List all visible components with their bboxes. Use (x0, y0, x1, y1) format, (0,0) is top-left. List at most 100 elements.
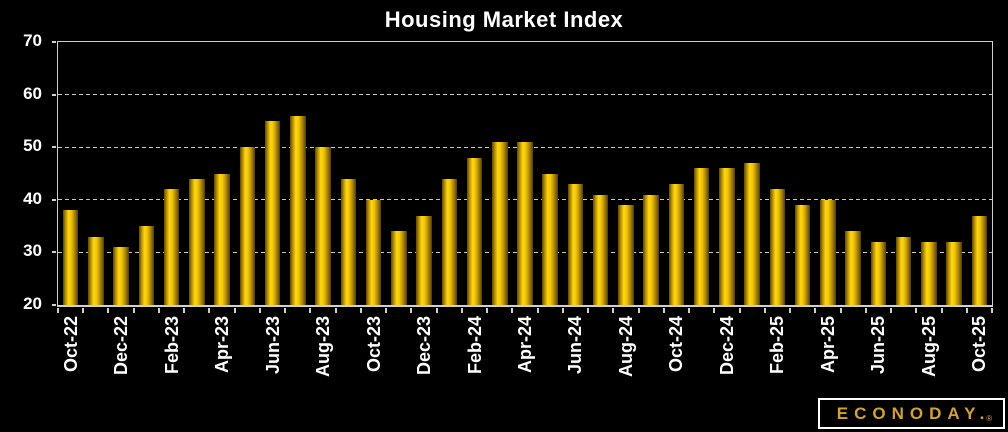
x-axis-tick (612, 308, 615, 313)
bar-Nov-22 (88, 236, 104, 305)
bar-May-25 (845, 231, 861, 305)
x-axis-tick (435, 308, 438, 313)
x-axis-label: Jun-24 (565, 316, 586, 375)
bar-Feb-24 (466, 157, 483, 305)
registered-trademark-icon: ® (986, 414, 993, 423)
x-axis-tick (814, 308, 817, 313)
bar-Jun-25 (870, 241, 887, 305)
x-axis-tick (359, 308, 362, 313)
bar-Apr-25 (820, 199, 836, 305)
x-axis-label: Dec-24 (716, 316, 737, 376)
x-axis-tick (864, 308, 867, 313)
y-axis-tick (52, 251, 56, 254)
x-axis-tick (839, 308, 842, 313)
y-axis-label: 60 (23, 83, 42, 103)
bar-Feb-25 (769, 189, 786, 305)
x-axis-label: Apr-25 (817, 316, 838, 374)
x-axis-label: Dec-23 (414, 316, 435, 376)
y-axis-tick (52, 93, 56, 96)
y-axis-label: 20 (23, 294, 42, 313)
x-axis-tick (208, 308, 211, 313)
x-axis-tick (107, 308, 110, 313)
y-axis-label: 30 (23, 241, 42, 261)
x-axis-tick (688, 308, 691, 313)
x-axis-label: Jun-25 (868, 316, 889, 375)
x-axis-tick (57, 308, 59, 313)
x-axis-tick (385, 308, 388, 313)
x-axis-tick (789, 308, 792, 313)
x-axis-tick (662, 308, 665, 313)
x-axis-tick (587, 308, 590, 313)
bar-Sep-25 (946, 241, 962, 305)
bar-Apr-24 (517, 141, 533, 305)
bar-Jun-23 (264, 120, 281, 305)
bar-Apr-23 (214, 173, 230, 305)
x-axis-tick (258, 308, 261, 313)
x-axis-tick (334, 308, 337, 313)
bar-Oct-23 (365, 199, 382, 305)
bar-Dec-22 (113, 247, 129, 305)
bar-Mar-25 (794, 205, 811, 305)
x-axis-tick (915, 308, 918, 313)
x-axis-label: Oct-22 (60, 316, 81, 373)
bar-Oct-25 (971, 215, 988, 305)
bar-May-24 (542, 173, 558, 305)
x-axis-tick (460, 308, 463, 313)
bar-Oct-22 (62, 210, 79, 305)
x-axis-tick (561, 308, 564, 313)
x-axis-tick (284, 308, 287, 313)
bar-May-23 (239, 147, 256, 305)
bar-Dec-23 (416, 215, 432, 305)
x-axis-label: Aug-25 (918, 316, 939, 378)
bar-Mar-24 (492, 141, 508, 305)
x-axis-tick (309, 308, 312, 313)
bar-Jul-25 (895, 236, 912, 305)
bar-Aug-23 (315, 147, 331, 305)
x-axis-tick (763, 308, 766, 313)
x-axis-tick (713, 308, 716, 313)
x-axis-tick (183, 308, 186, 313)
y-axis-label: 50 (23, 136, 42, 156)
x-axis-label: Apr-23 (212, 316, 233, 374)
x-axis-tick (157, 308, 160, 313)
x-axis-label: Feb-23 (161, 316, 182, 375)
bar-Feb-23 (163, 189, 180, 305)
x-axis-tick (940, 308, 943, 313)
y-axis-tick (52, 41, 56, 43)
x-axis-tick (738, 308, 741, 313)
x-axis-label: Aug-23 (313, 316, 334, 378)
bar-Aug-24 (618, 205, 634, 305)
bar-Nov-23 (391, 231, 407, 305)
x-axis-tick (637, 308, 640, 313)
x-axis-tick (991, 308, 993, 313)
bar-Jun-24 (567, 184, 584, 305)
x-axis-tick (536, 308, 539, 313)
y-axis-tick (52, 146, 56, 149)
x-axis-tick (410, 308, 413, 313)
x-axis-tick (132, 308, 135, 313)
x-axis-label: Feb-24 (464, 316, 485, 375)
bar-Jul-23 (290, 115, 306, 305)
bar-Dec-24 (719, 168, 735, 305)
gridline-60 (58, 94, 992, 96)
x-axis-tick (486, 308, 489, 313)
x-axis-tick (511, 308, 514, 313)
x-axis-label: Aug-24 (615, 316, 636, 378)
bar-Nov-24 (693, 168, 710, 305)
bar-Jan-23 (138, 226, 155, 305)
bar-Jan-24 (441, 178, 458, 305)
econoday-logo: ECONODAY. ® (818, 398, 1005, 429)
y-axis-label: 70 (23, 31, 42, 50)
bar-Jul-24 (592, 194, 609, 305)
bar-Mar-23 (189, 178, 205, 305)
x-axis-label: Oct-24 (666, 316, 687, 373)
x-axis-tick (233, 308, 236, 313)
econoday-logo-text: ECONODAY. (836, 404, 991, 423)
y-axis-label: 40 (23, 188, 42, 208)
y-axis-tick (52, 304, 56, 306)
bar-Aug-25 (921, 241, 937, 305)
x-axis-tick (82, 308, 85, 313)
bar-Sep-23 (340, 178, 357, 305)
bar-Jan-25 (744, 162, 760, 305)
